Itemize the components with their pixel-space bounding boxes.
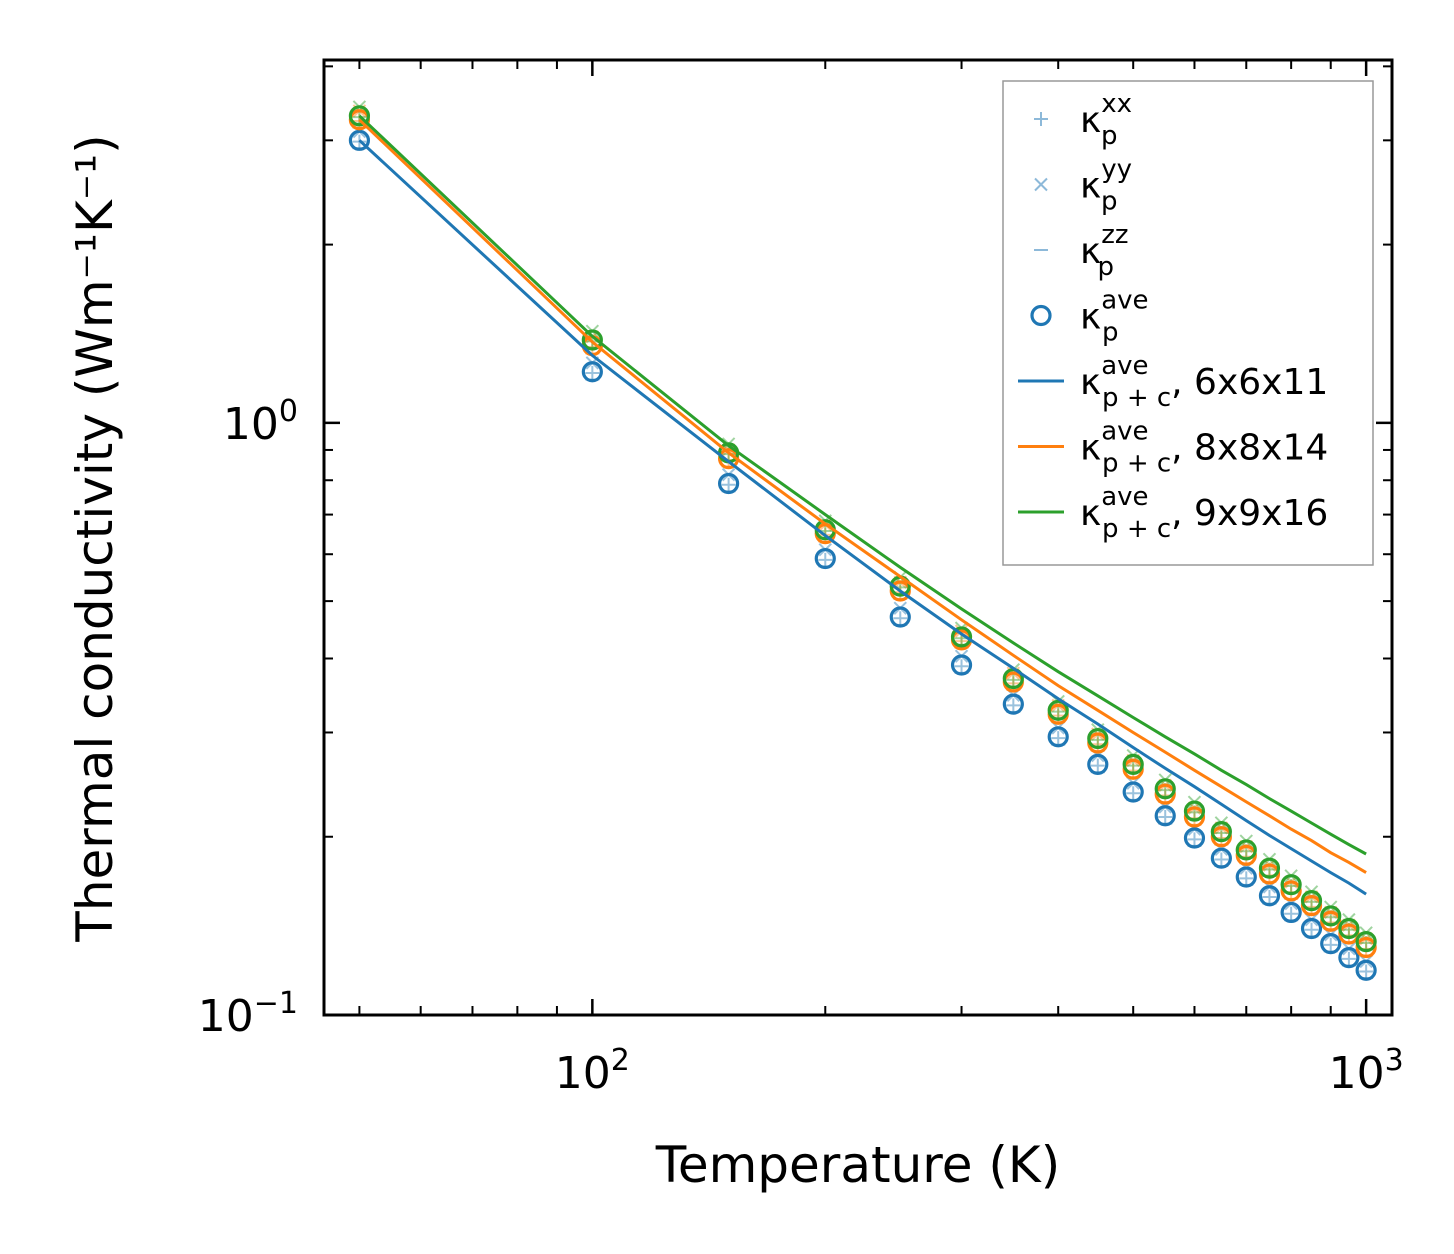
legend-label: κave p + c, 8x8x14 bbox=[1080, 417, 1328, 479]
y-ticks bbox=[324, 65, 1392, 1017]
kp-ave-point bbox=[581, 329, 603, 351]
kp-ave-point bbox=[1258, 885, 1281, 907]
kp-ave-point bbox=[1258, 857, 1281, 879]
kp-ave-point bbox=[1355, 959, 1377, 981]
kp-pc-line-9x9x16 bbox=[358, 114, 1367, 856]
y-tick-label: 10−1 bbox=[198, 986, 298, 1042]
kp-xx-point bbox=[1359, 964, 1374, 979]
plot-marks bbox=[348, 100, 1377, 981]
legend-box bbox=[1002, 80, 1374, 566]
kp-ave-point bbox=[718, 472, 740, 495]
y-tick-label: 100 bbox=[223, 394, 298, 450]
kp-xx-point bbox=[818, 552, 833, 567]
x-tick-label: 102 bbox=[555, 1043, 630, 1099]
kp-ave-point bbox=[1183, 800, 1206, 822]
legend-entry: κave p + c, 6x6x11 bbox=[1018, 351, 1328, 413]
kp-ave-point bbox=[1355, 931, 1377, 953]
kp-ave-points-9x9x16 bbox=[348, 105, 1377, 953]
kp-ave-point bbox=[1183, 806, 1206, 828]
plot-area bbox=[348, 100, 1377, 981]
kp-ave-point bbox=[1235, 839, 1257, 861]
legend-x-marker bbox=[1034, 177, 1048, 192]
kp-ave-point bbox=[1154, 805, 1176, 827]
kp-ave-point bbox=[1338, 947, 1360, 969]
kp-ave-point bbox=[1210, 821, 1232, 843]
kp-ave-point bbox=[1087, 727, 1109, 750]
legend-label: κave p + c, 9x9x16 bbox=[1080, 482, 1328, 544]
kp-pc-line-8x8x14 bbox=[358, 118, 1367, 874]
legend-entry: κyy p bbox=[1034, 155, 1132, 217]
kp-xx-point bbox=[893, 611, 908, 626]
legend-circle-marker bbox=[1030, 304, 1052, 327]
kp-xx-point bbox=[721, 477, 736, 492]
kp-ave-point bbox=[1087, 753, 1109, 775]
kp-ave-point bbox=[1235, 866, 1257, 888]
legend-entry: κxx p bbox=[1034, 89, 1132, 151]
kp-xx-point bbox=[1323, 937, 1338, 952]
legend-label: κave p + c, 6x6x11 bbox=[1080, 351, 1328, 413]
kp-ave-point bbox=[950, 654, 973, 676]
axes: 102 103 10−1 100 bbox=[198, 58, 1404, 1099]
legend-entry: κave p + c, 9x9x16 bbox=[1018, 482, 1328, 544]
kp-ave-point bbox=[1122, 781, 1144, 803]
kp-ave-point bbox=[1320, 905, 1342, 927]
x-axis-label: Temperature (K) bbox=[655, 1136, 1060, 1194]
kp-ave-point bbox=[348, 129, 371, 151]
kp-xx-point bbox=[1006, 672, 1021, 687]
kp-ave-point bbox=[1355, 936, 1377, 959]
kp-ave-point bbox=[1183, 827, 1206, 849]
kp-ave-point bbox=[1210, 847, 1232, 869]
kp-ave-points-6x6x11 bbox=[348, 129, 1377, 981]
legend-entry: κzz p bbox=[1034, 220, 1129, 282]
kp-ave-point bbox=[1300, 890, 1323, 912]
kp-ave-point bbox=[1258, 863, 1281, 885]
kp-xx-point bbox=[1304, 922, 1319, 937]
kp-xx-point bbox=[1006, 698, 1021, 713]
axes-frame bbox=[322, 58, 1394, 1017]
x-ticks bbox=[358, 60, 1368, 1015]
legend-label: κave p bbox=[1080, 286, 1149, 348]
kp-ave-point bbox=[1280, 880, 1302, 902]
kp-xx-point bbox=[1126, 786, 1141, 801]
kp-ave-point bbox=[1002, 693, 1024, 715]
kp-xx-point bbox=[1158, 810, 1173, 825]
kp-ave-point bbox=[1047, 699, 1069, 721]
kp-xx-point bbox=[1239, 871, 1254, 886]
kp-xx-point bbox=[1051, 731, 1066, 746]
kp-ave-point bbox=[1122, 753, 1144, 775]
kp-xx-point bbox=[1284, 906, 1299, 921]
legend-entry: κave p + c, 8x8x14 bbox=[1018, 417, 1328, 479]
legend-plus-marker bbox=[1034, 112, 1048, 126]
legend-label: κzz p bbox=[1080, 220, 1129, 282]
kp-xx-point bbox=[1341, 951, 1356, 966]
x-tick-label: 103 bbox=[1329, 1043, 1404, 1099]
kp-ave-point bbox=[1300, 917, 1323, 940]
kp-ave-point bbox=[889, 606, 911, 628]
legend-label: κxx p bbox=[1080, 89, 1132, 151]
kp-ave-point bbox=[814, 547, 836, 570]
kp-pc-line-6x6x11 bbox=[358, 139, 1367, 896]
kp-xx-point bbox=[585, 366, 600, 381]
kp-xx-point bbox=[1051, 704, 1066, 719]
kp-ave-point bbox=[950, 626, 973, 648]
kp-ave-point bbox=[1154, 778, 1176, 800]
kp-ave-point bbox=[1320, 933, 1342, 955]
kp-xx-point bbox=[1187, 832, 1202, 847]
kp-ave-point bbox=[581, 361, 603, 383]
kp-ave-point bbox=[1338, 917, 1360, 940]
kp-ave-point bbox=[1047, 726, 1069, 748]
legend-entry: κave p bbox=[1030, 286, 1149, 348]
kp-ave-point bbox=[348, 105, 371, 127]
kp-xx-point bbox=[1214, 852, 1229, 867]
kp-ave-point bbox=[1280, 901, 1302, 924]
kp-xx-point bbox=[1090, 758, 1105, 773]
kp-xx-point bbox=[954, 659, 969, 674]
kp-xx-point bbox=[1262, 890, 1277, 905]
kp-ave-point bbox=[1280, 874, 1302, 896]
y-axis-label: Thermal conductivity (Wm⁻¹K⁻¹) bbox=[66, 134, 124, 942]
legend-label: κyy p bbox=[1080, 155, 1132, 217]
